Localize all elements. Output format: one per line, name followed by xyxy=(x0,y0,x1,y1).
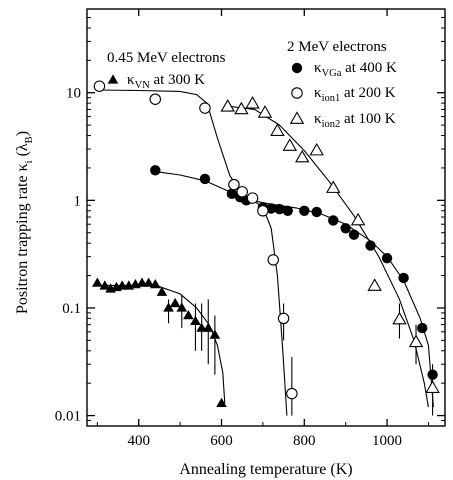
fit-curve-vn xyxy=(97,284,226,404)
data-point-ion2 xyxy=(408,334,424,348)
data-point-ion1 xyxy=(93,80,106,92)
y-axis-title: Positron trapping rate κi (λB) xyxy=(14,131,35,314)
data-point-vn xyxy=(156,286,168,296)
fit-curve-ion2 xyxy=(227,105,429,408)
data-point-vn xyxy=(209,329,221,339)
y-axis-title-mid: (λ xyxy=(14,143,31,160)
x-tick-label: 400 xyxy=(127,433,150,449)
y-axis-title-main: Positron trapping rate κ xyxy=(14,163,31,314)
data-point-ion2 xyxy=(282,138,298,151)
data-point-vn xyxy=(92,277,103,287)
data-point-vga xyxy=(199,173,211,185)
data-point-vga xyxy=(417,322,428,334)
data-point-vga xyxy=(427,369,438,380)
error-bars xyxy=(167,295,434,416)
data-point-ion2 xyxy=(220,99,235,112)
data-point-ion2 xyxy=(392,311,407,325)
data-point-vga xyxy=(299,205,310,216)
data-point-ion2 xyxy=(309,142,324,156)
data-point-ion2 xyxy=(326,180,341,193)
data-point-vn xyxy=(202,322,214,332)
data-point-vga xyxy=(226,188,238,200)
fit-curve-ion1 xyxy=(97,89,288,416)
data-point-vga xyxy=(282,205,293,216)
data-point-vga xyxy=(328,215,339,226)
data-point-vn xyxy=(99,280,111,290)
data-point-vn xyxy=(149,278,161,289)
data-point-vga xyxy=(274,203,285,215)
data-point-vga xyxy=(365,240,376,251)
legend: 0.45 MeV electrons 2 MeV electrons κVN a… xyxy=(107,39,397,130)
data-points xyxy=(92,80,440,407)
data-point-vga xyxy=(340,223,351,234)
data-point-ion2 xyxy=(234,101,249,115)
y-tick-label: 0.01 xyxy=(55,409,81,425)
data-point-vga xyxy=(150,165,161,176)
x-tick-label: 800 xyxy=(293,433,316,449)
data-point-vn xyxy=(163,302,174,312)
y-axis-title-sub: i xyxy=(24,160,35,163)
data-point-vga xyxy=(348,229,360,240)
data-point-vn xyxy=(143,277,154,287)
fit-curves xyxy=(97,89,434,416)
legend-marker-vn xyxy=(107,74,119,84)
legend-label-sub: VN xyxy=(135,80,151,91)
legend-label-main: κ xyxy=(314,85,322,101)
data-point-ion2 xyxy=(425,380,440,393)
data-point-ion1 xyxy=(246,192,259,204)
fit-curve-vga xyxy=(155,171,434,408)
data-point-vga xyxy=(381,253,393,264)
data-point-ion2 xyxy=(270,123,285,136)
data-point-ion2 xyxy=(257,105,273,118)
legend-label-rest: at 200 K xyxy=(340,85,396,101)
legend-label-main: κ xyxy=(127,72,135,88)
data-point-ion2 xyxy=(245,96,260,109)
legend-label-sub: ion2 xyxy=(322,119,341,130)
y-tick-label: 10 xyxy=(66,86,81,102)
legend-label-ion1: κion1 at 200 K xyxy=(314,85,396,104)
legend-label-vga: κVGa at 400 K xyxy=(314,60,397,79)
legend-marker-vga xyxy=(291,62,303,74)
data-point-ion1 xyxy=(236,186,248,198)
data-point-ion1 xyxy=(149,93,162,105)
data-point-ion1 xyxy=(267,254,279,266)
data-point-ion1 xyxy=(277,312,290,325)
legend-label-rest: at 300 K xyxy=(150,72,206,88)
y-axis-title-sub2: B xyxy=(24,136,35,143)
x-tick-label: 600 xyxy=(210,433,233,449)
legend-label-sub: VGa xyxy=(322,68,342,79)
data-point-ion1 xyxy=(286,387,298,400)
legend-label-ion2: κion2 at 100 K xyxy=(314,111,396,130)
y-tick-label: 1 xyxy=(74,193,82,209)
y-tick-label: 0.1 xyxy=(62,301,81,317)
legend-label-rest: at 100 K xyxy=(340,111,396,127)
legend-marker-ion1 xyxy=(291,87,303,99)
legend-marker-ion2 xyxy=(289,111,305,124)
legend-group-label-1: 0.45 MeV electrons xyxy=(107,50,226,66)
data-point-vn xyxy=(176,302,188,312)
x-tick-label: 1000 xyxy=(372,433,402,449)
data-point-ion1 xyxy=(199,102,211,114)
legend-label-vn: κVN at 300 K xyxy=(127,72,205,91)
axis-ticks: 400 600 800 1000 0.01 0.1 1 10 xyxy=(55,9,445,449)
data-point-vn xyxy=(216,397,227,407)
data-point-ion2 xyxy=(350,212,366,226)
data-point-ion2 xyxy=(294,149,310,163)
legend-label-sub: ion1 xyxy=(322,93,341,104)
data-point-vn xyxy=(169,297,181,308)
legend-label-rest: at 400 K xyxy=(341,60,397,76)
data-point-vn xyxy=(190,315,201,326)
data-point-ion2 xyxy=(367,278,382,291)
data-point-vga xyxy=(398,272,409,284)
legend-label-main: κ xyxy=(314,60,322,76)
data-point-vn xyxy=(183,309,194,320)
legend-label-main: κ xyxy=(314,111,322,127)
legend-group-label-2: 2 MeV electrons xyxy=(287,39,387,55)
data-point-ion1 xyxy=(257,205,269,217)
data-point-vga xyxy=(311,206,322,218)
x-axis-title: Annealing temperature (K) xyxy=(179,461,352,478)
data-point-ion1 xyxy=(228,178,240,191)
y-axis-title-end: ) xyxy=(14,131,31,136)
